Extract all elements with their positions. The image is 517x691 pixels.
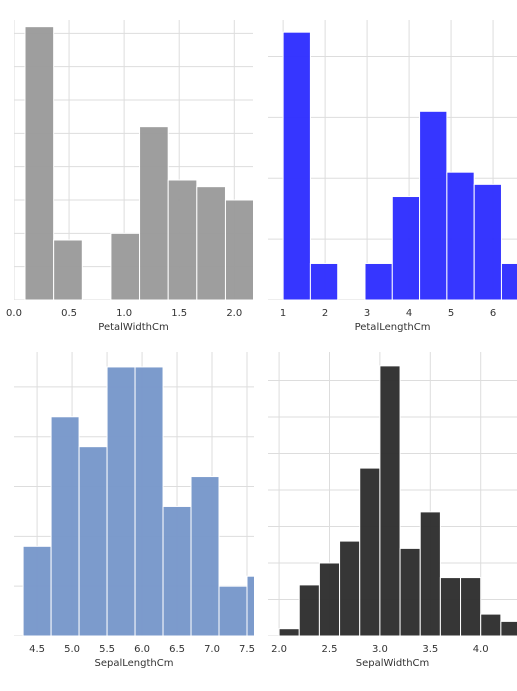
x-tick-label: 4.0 bbox=[473, 644, 489, 655]
plot bbox=[268, 20, 517, 300]
x-tick-label: 6.0 bbox=[134, 644, 150, 655]
x-tick-label: 2 bbox=[322, 308, 328, 319]
x-axis-label: SepalLengthCm bbox=[95, 658, 174, 669]
histogram-bar bbox=[218, 585, 248, 636]
histogram-bar bbox=[50, 416, 80, 636]
x-tick-label: 4 bbox=[406, 308, 412, 319]
x-axis-label: PetalLengthCm bbox=[355, 322, 431, 333]
histogram-bar bbox=[359, 467, 381, 636]
histogram-bar bbox=[500, 262, 517, 300]
x-tick-label: 1 bbox=[280, 308, 286, 319]
x-tick-label: 0.0 bbox=[6, 308, 22, 319]
x-tick-label: 3 bbox=[364, 308, 370, 319]
x-tick-label: 1.0 bbox=[116, 308, 132, 319]
x-tick-label: 5.0 bbox=[64, 644, 80, 655]
histogram-bar bbox=[162, 505, 192, 636]
histogram-bar bbox=[480, 613, 502, 636]
x-tick-label: 5.5 bbox=[99, 644, 115, 655]
x-tick-label: 7.0 bbox=[204, 644, 220, 655]
x-tick-label: 2.5 bbox=[322, 644, 338, 655]
x-tick-label: 3.5 bbox=[422, 644, 438, 655]
x-tick-label: 3.0 bbox=[372, 644, 388, 655]
histogram-bar bbox=[106, 366, 136, 636]
histogram-bar bbox=[139, 126, 169, 300]
histogram-bar bbox=[167, 179, 198, 300]
x-tick-label: 0.5 bbox=[61, 308, 77, 319]
histogram-bar bbox=[53, 239, 83, 300]
histogram-bar bbox=[224, 199, 253, 300]
plot bbox=[14, 20, 253, 300]
histogram-bar bbox=[196, 186, 226, 300]
histogram-bar bbox=[282, 31, 311, 300]
x-tick-label: 6 bbox=[490, 308, 496, 319]
histogram-bar bbox=[278, 628, 300, 636]
histogram-bar bbox=[24, 26, 55, 300]
histogram-bar bbox=[379, 365, 401, 636]
histogram-bar bbox=[439, 577, 462, 636]
x-tick-label: 7.5 bbox=[239, 644, 255, 655]
x-tick-label: 6.5 bbox=[169, 644, 185, 655]
plot bbox=[14, 352, 254, 636]
x-axis-label: SepalWidthCm bbox=[356, 658, 430, 669]
histogram-bar bbox=[78, 446, 108, 636]
histogram-bar bbox=[110, 232, 141, 300]
histogram-bar bbox=[446, 171, 475, 300]
histogram-bar bbox=[419, 110, 448, 300]
histogram-bar bbox=[134, 366, 164, 636]
x-tick-label: 2.0 bbox=[226, 308, 242, 319]
x-tick-label: 4.5 bbox=[29, 644, 45, 655]
histogram-bar bbox=[391, 196, 421, 300]
histogram-bar bbox=[364, 262, 393, 300]
histogram-bar bbox=[339, 540, 361, 636]
histogram-bar bbox=[298, 584, 320, 636]
histogram-bar bbox=[309, 262, 339, 300]
x-axis-label: PetalWidthCm bbox=[98, 322, 168, 333]
histogram-bar bbox=[318, 562, 341, 636]
x-tick-label: 1.5 bbox=[171, 308, 187, 319]
histogram-bar bbox=[399, 547, 421, 636]
x-tick-label: 5 bbox=[448, 308, 454, 319]
histogram-bar bbox=[246, 575, 254, 636]
plot bbox=[268, 352, 517, 636]
histogram-bar bbox=[419, 511, 441, 636]
histogram-bar bbox=[460, 577, 482, 636]
histogram-bar bbox=[22, 545, 52, 636]
histogram-bar bbox=[190, 476, 220, 636]
histogram-bar bbox=[500, 620, 517, 636]
x-tick-label: 2.0 bbox=[271, 644, 287, 655]
histogram-bar bbox=[473, 183, 502, 300]
